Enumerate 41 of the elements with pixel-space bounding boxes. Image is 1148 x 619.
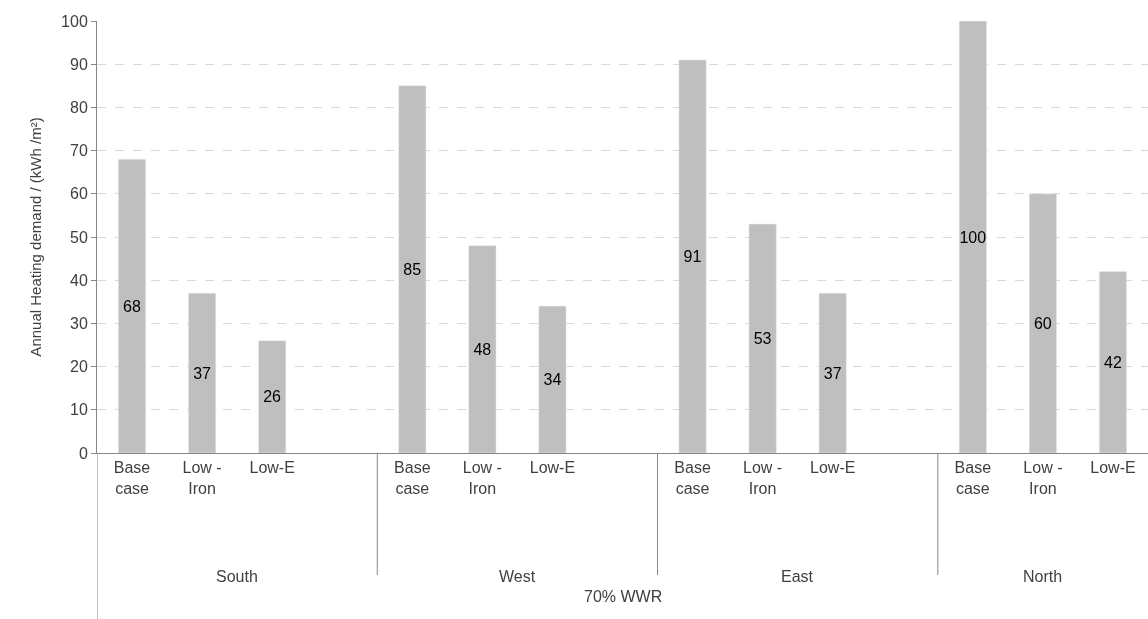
x-tick-label: Base case <box>394 459 431 497</box>
data-label: 48 <box>473 340 492 358</box>
text: 70% WWR <box>584 588 663 605</box>
x-tick-label: Low - Iron <box>462 459 502 497</box>
text: West <box>499 568 536 585</box>
data-label: 100 <box>959 228 987 246</box>
x-tick-label: Base case <box>674 459 711 497</box>
y-tick-label: 30 <box>70 315 88 332</box>
x-tick-label: Low - Iron <box>1023 459 1063 497</box>
y-axis-title: Annual Heating demand / (kWh /m²) <box>27 117 45 357</box>
x-tick-label: Low-E <box>529 459 576 477</box>
x-tick-label: Base case <box>954 459 992 497</box>
y-tick-label: 0 <box>78 444 88 462</box>
x-tick-label: Low-E <box>1090 459 1136 477</box>
data-label: 85 <box>403 260 422 278</box>
y-tick-label: 20 <box>70 358 88 376</box>
text: East <box>781 568 814 585</box>
y-tick-label: 50 <box>70 228 88 246</box>
y-tick-label: 100 <box>61 12 88 30</box>
data-label: 68 <box>123 297 141 315</box>
y-tick-label: 10 <box>70 401 88 419</box>
data-label: 37 <box>823 364 842 382</box>
x-tick-label: Base case <box>113 459 151 497</box>
y-tick-label: 40 <box>70 271 88 289</box>
data-label: 34 <box>543 371 562 389</box>
data-label: 91 <box>683 247 702 265</box>
data-label: 37 <box>193 364 212 382</box>
text: South <box>216 568 258 585</box>
data-label: 42 <box>1104 353 1122 371</box>
y-tick-label: 70 <box>70 142 88 160</box>
x-tick-label: Low - Iron <box>182 459 222 497</box>
data-label: 60 <box>1033 314 1052 332</box>
y-tick-label: 60 <box>70 185 88 203</box>
text: North <box>1023 568 1063 585</box>
x-tick-label: Low - Iron <box>743 459 783 497</box>
data-label: 53 <box>753 330 772 348</box>
y-tick-label: 90 <box>70 55 88 73</box>
data-label: 26 <box>263 388 282 406</box>
y-tick-label: 80 <box>70 99 88 116</box>
x-tick-label: Low-E <box>249 459 295 477</box>
x-tick-label: Low-E <box>810 459 856 477</box>
